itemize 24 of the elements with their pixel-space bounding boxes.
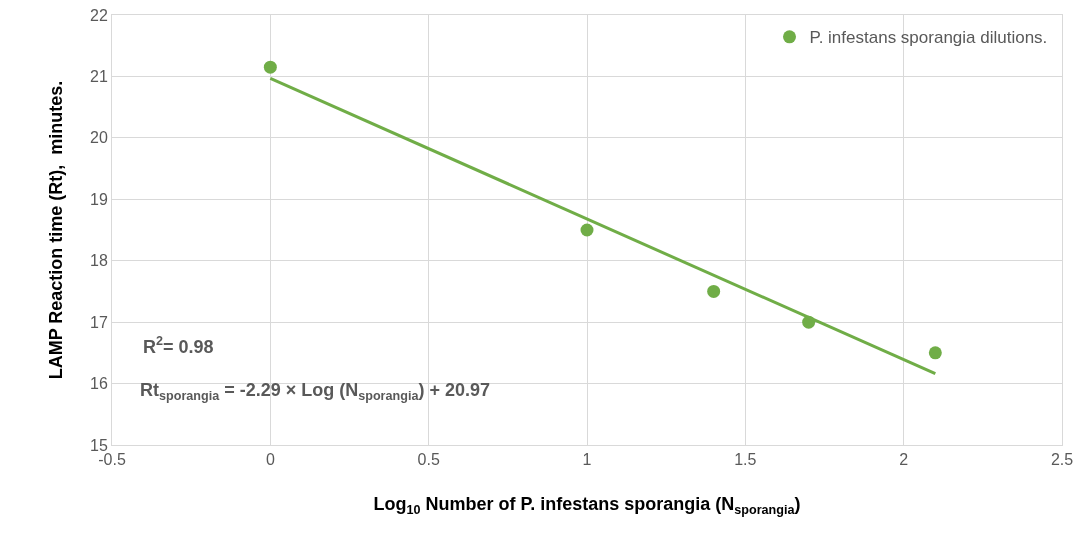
y-tick-label: 17 [90, 313, 108, 331]
point [928, 346, 942, 360]
legend-label: P. infestans sporangia dilutions. [809, 28, 1048, 48]
x-tick-label: 2 [899, 451, 909, 469]
x-tick-label: -0.5 [98, 451, 126, 469]
y-tick-label: 19 [90, 190, 108, 208]
y-tick-label: 21 [90, 68, 108, 86]
x-axis-title: Log$_{10}$ Number of P. infestans sporangia (N$_{sporangia}$) [373, 494, 801, 518]
point [263, 60, 277, 74]
y-tick-label: 22 [90, 6, 108, 24]
y-tick-label: 20 [90, 129, 108, 147]
x-tick-label: 0 [265, 451, 275, 469]
x-tick-label: 0.5 [417, 451, 440, 469]
annotation: Rt$_{sporangia}$ = -2.29 × Log (N$_{sporangia}$) + 20.97 [140, 380, 490, 403]
point [707, 284, 721, 298]
x-tick-label: 1 [582, 451, 592, 469]
y-tick-label: 15 [90, 436, 108, 454]
y-axis-title: LAMP Reaction time (Rt), minutes. [46, 80, 67, 380]
y-tick-label: 16 [90, 375, 108, 393]
x-tick-label: 1.5 [734, 451, 757, 469]
annotation: R$^{2}$= 0.98 [143, 334, 214, 357]
y-tick-label: 18 [90, 252, 108, 270]
x-tick-label: 2.5 [1050, 451, 1074, 469]
point [580, 223, 594, 237]
